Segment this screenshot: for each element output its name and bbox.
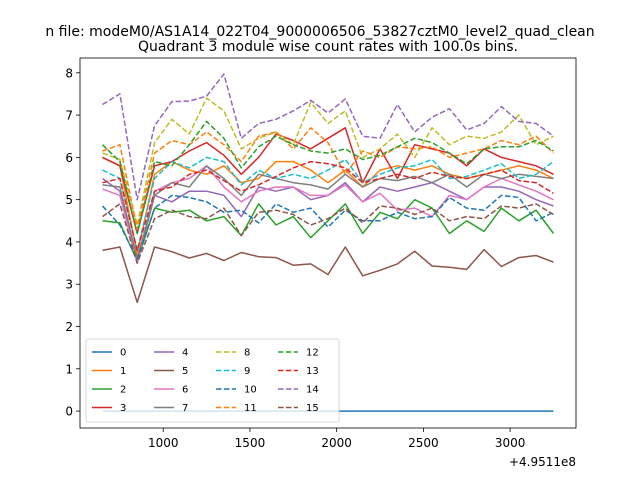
series-line-15 [102,203,554,264]
legend-label-13: 13 [306,366,319,377]
y-tick-label: 3 [65,278,73,292]
series-line-5 [102,246,554,304]
x-tick-label: 3000 [495,436,526,450]
y-tick-label: 7 [65,109,73,123]
legend-box [85,338,340,423]
x-tick-label: 1500 [235,436,266,450]
y-tick-label: 2 [65,320,73,334]
legend-label-11: 11 [244,403,257,414]
legend-label-9: 9 [244,366,250,377]
legend-label-1: 1 [120,366,126,377]
x-tick-label: 2000 [321,436,352,450]
x-axis: 1000 1500 2000 2500 3000 [148,428,525,450]
x-tick-label: 2500 [408,436,439,450]
x-tick-label: 1000 [148,436,179,450]
series-line-6 [102,165,554,264]
legend-label-12: 12 [306,348,319,359]
legend-label-4: 4 [182,348,188,359]
series-line-9 [102,156,554,252]
y-tick-label: 5 [65,193,73,207]
legend-label-5: 5 [182,366,188,377]
y-tick-label: 0 [65,405,73,419]
series-line-13 [102,160,554,252]
series-layer [101,73,555,412]
legend-label-10: 10 [244,385,257,396]
figure-suptitle: n file: modeM0/AS1A14_022T04_9000006506_… [45,24,594,40]
x-axis-offset-label: +4.9511e8 [509,455,576,469]
legend-label-6: 6 [182,385,188,396]
series-line-10 [101,194,554,260]
y-axis: 0 1 2 3 4 5 6 7 8 [65,66,80,419]
legend-label-14: 14 [306,385,319,396]
series-line-11 [102,127,555,231]
chart-title: Quadrant 3 module wise count rates with … [138,39,518,55]
legend-label-15: 15 [306,403,319,414]
y-tick-label: 1 [65,362,73,376]
legend-label-2: 2 [120,385,126,396]
legend-label-0: 0 [120,348,126,359]
legend-label-3: 3 [120,403,126,414]
legend-label-7: 7 [182,403,188,414]
y-tick-label: 8 [65,66,73,80]
y-tick-label: 4 [65,235,73,249]
series-line-2 [102,198,555,262]
series-line-8 [102,97,554,226]
series-line-12 [101,120,554,235]
series-line-7 [102,165,554,260]
series-line-14 [102,73,554,201]
y-tick-label: 6 [65,151,73,165]
legend-label-8: 8 [244,348,250,359]
